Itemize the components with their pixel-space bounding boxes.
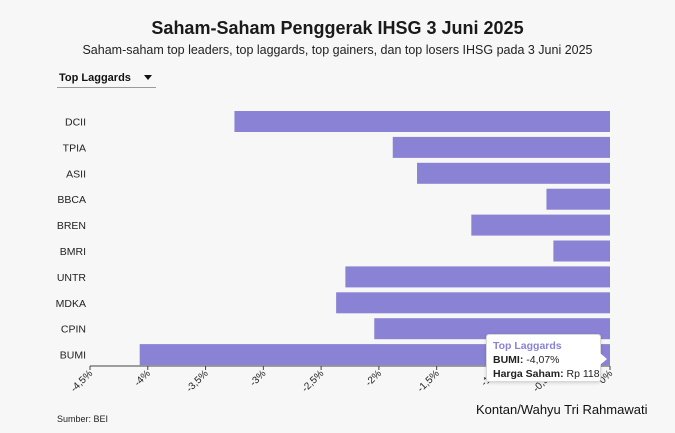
x-tick-label: -3,5% [184, 368, 210, 394]
category-label-bumi: BUMI [60, 350, 86, 362]
bar-mdka[interactable] [336, 292, 610, 314]
category-label-mdka: MDKA [56, 298, 86, 310]
x-tick-label: -4% [133, 368, 153, 388]
tooltip-value-price: Rp 118 [566, 368, 600, 380]
category-label-dcii: DCII [65, 117, 86, 129]
tooltip-label-ticker: BUMI: [493, 354, 524, 366]
x-tick-label: -3% [248, 368, 268, 388]
bar-dcii[interactable] [234, 111, 610, 132]
bar-bren[interactable] [471, 214, 610, 236]
category-label-bmri: BMRI [60, 246, 86, 258]
x-tick-label: -2% [364, 368, 384, 388]
bar-tpia[interactable] [392, 136, 610, 158]
category-label-untr: UNTR [57, 272, 87, 284]
category-label-cpin: CPIN [61, 324, 86, 336]
category-label-bbca: BBCA [57, 194, 86, 206]
author-credit: Kontan/Wahyu Tri Rahmawati [476, 402, 648, 417]
bar-cpin[interactable] [374, 318, 610, 340]
bar-bmri[interactable] [553, 240, 610, 262]
bar-untr[interactable] [345, 266, 610, 288]
source-note: Sumber: BEI [57, 414, 109, 424]
category-label-bren: BREN [57, 220, 86, 232]
x-tick-label: -4,5% [69, 368, 95, 394]
tooltip-row-change: BUMI: -4,07% [493, 353, 600, 367]
tooltip-label-price: Harga Saham: [493, 368, 564, 380]
chart-subtitle: Saham-saham top leaders, top laggards, t… [82, 43, 593, 57]
x-tick-label: -2,5% [300, 368, 326, 394]
chart-title: Saham-Saham Penggerak IHSG 3 Juni 2025 [151, 18, 524, 38]
chart-tooltip: Top Laggards BUMI: -4,07% Harga Saham: R… [486, 334, 607, 382]
category-label-tpia: TPIA [63, 142, 86, 154]
tooltip-title: Top Laggards [493, 340, 562, 352]
tooltip-row-price: Harga Saham: Rp 118 [493, 367, 600, 381]
category-dropdown[interactable]: Top Laggards [57, 70, 156, 88]
dropdown-selected-value: Top Laggards [59, 72, 131, 84]
bar-asii[interactable] [417, 162, 610, 184]
x-tick-label: -1,5% [416, 368, 442, 394]
tooltip-value-change: -4,07% [526, 354, 560, 366]
chevron-down-icon[interactable] [144, 75, 152, 80]
bar-bbca[interactable] [546, 188, 610, 210]
category-label-asii: ASII [66, 168, 86, 180]
